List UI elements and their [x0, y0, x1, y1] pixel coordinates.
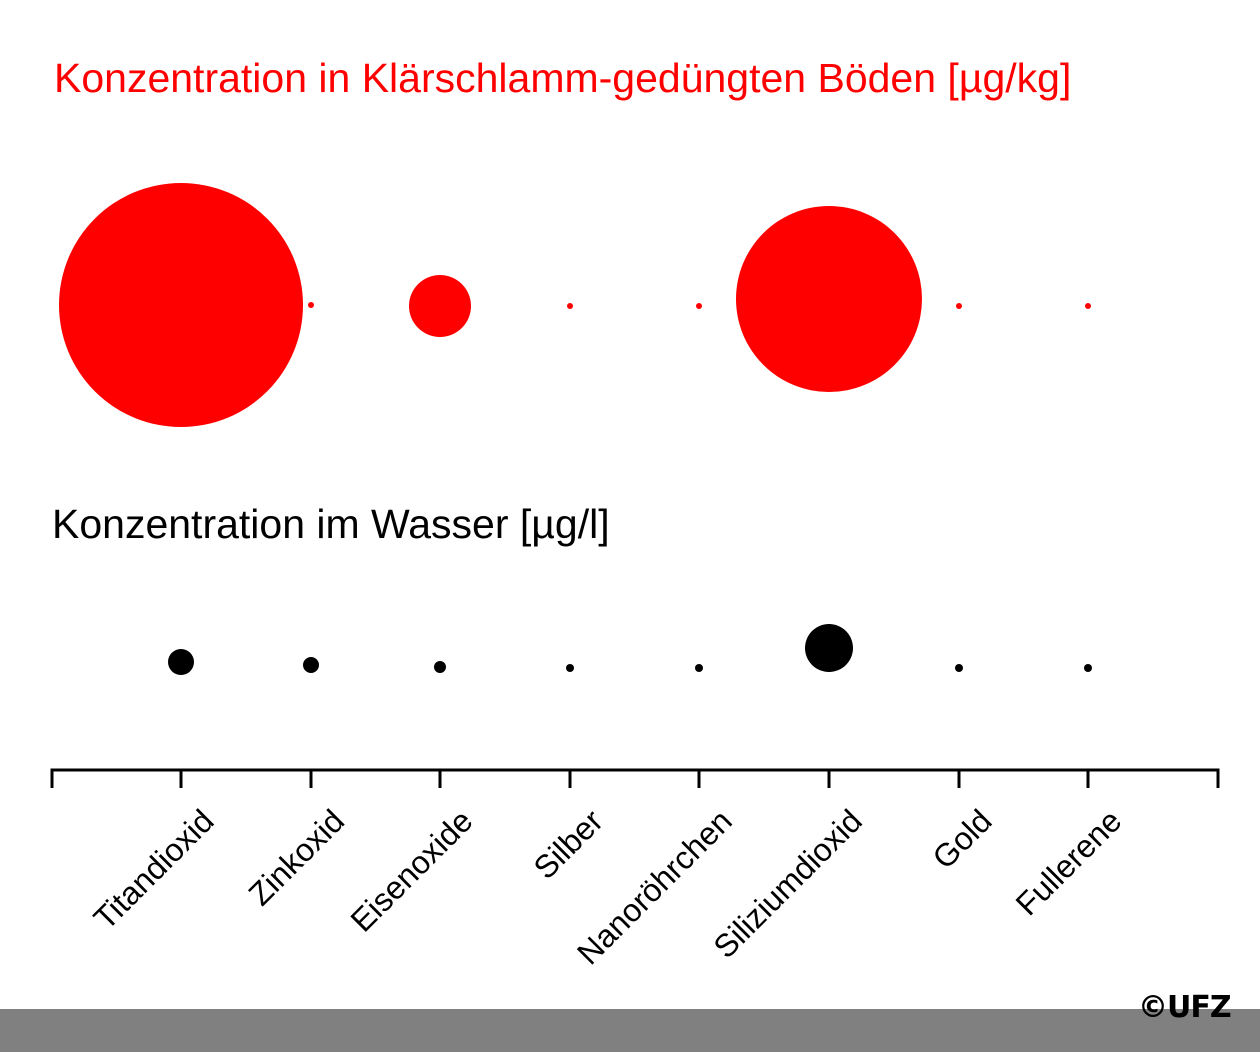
- water-bubble: [303, 657, 319, 673]
- soil-bubble: [308, 302, 314, 308]
- soil-bubble: [1085, 303, 1091, 309]
- water-bubble: [168, 649, 194, 675]
- soil-bubble: [59, 183, 303, 427]
- copyright-label: ©UFZ: [1138, 990, 1232, 1025]
- footer-bar: [0, 1009, 1260, 1052]
- x-axis-line: [50, 768, 1220, 788]
- water-bubbles: [168, 624, 1092, 675]
- soil-bubble: [736, 206, 922, 392]
- water-series-title: Konzentration im Wasser [µg/l]: [52, 501, 610, 547]
- soil-series-title: Konzentration in Klärschlamm-gedüngten B…: [54, 55, 1072, 101]
- soil-bubble: [956, 303, 962, 309]
- soil-bubble: [409, 275, 471, 337]
- water-bubble: [434, 661, 446, 673]
- soil-bubble: [696, 303, 702, 309]
- water-bubble: [1084, 664, 1092, 672]
- water-bubble: [955, 664, 963, 672]
- water-bubble: [566, 664, 574, 672]
- water-bubble: [695, 664, 703, 672]
- soil-bubble: [567, 303, 573, 309]
- water-bubble: [805, 624, 853, 672]
- x-axis: [50, 768, 1220, 788]
- soil-bubbles: [59, 183, 1091, 427]
